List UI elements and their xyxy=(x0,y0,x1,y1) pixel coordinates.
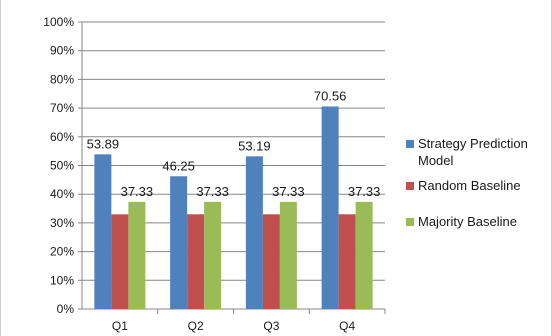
y-tick-label: 0% xyxy=(57,302,75,316)
bar-strategy xyxy=(245,156,263,309)
bar-strategy xyxy=(94,154,112,309)
legend-swatch-majority xyxy=(406,218,414,226)
x-tick-label: Q3 xyxy=(263,319,279,333)
y-tick-label: 60% xyxy=(50,130,74,144)
legend-swatch-strategy xyxy=(406,140,414,148)
bar-strategy xyxy=(170,176,188,309)
bar-random xyxy=(187,214,205,309)
bar-majority xyxy=(279,201,297,309)
y-tick-label: 40% xyxy=(50,187,74,201)
y-tick-label: 50% xyxy=(50,159,74,173)
bar-majority xyxy=(128,201,146,309)
legend-swatch-random xyxy=(406,182,414,190)
data-label: 37.33 xyxy=(348,184,381,199)
y-tick-label: 80% xyxy=(50,72,74,86)
bar-majority xyxy=(204,201,222,309)
legend-label: Strategy Prediction xyxy=(418,136,528,151)
data-label: 53.89 xyxy=(87,136,120,151)
bar-majority xyxy=(355,201,373,309)
legend-label: Random Baseline xyxy=(418,178,521,193)
data-label: 70.56 xyxy=(314,88,347,103)
bar-random xyxy=(262,214,280,309)
data-label: 53.19 xyxy=(238,138,271,153)
data-label: 37.33 xyxy=(196,184,229,199)
legend-label: Majority Baseline xyxy=(418,214,517,229)
x-tick-label: Q2 xyxy=(188,319,204,333)
bar-strategy xyxy=(321,106,339,309)
y-tick-label: 30% xyxy=(50,216,74,230)
y-tick-label: 20% xyxy=(50,245,74,259)
legend-label: Model xyxy=(418,153,454,168)
bar-random xyxy=(111,214,129,309)
data-label: 37.33 xyxy=(121,184,154,199)
data-label: 37.33 xyxy=(272,184,305,199)
data-label: 46.25 xyxy=(162,158,195,173)
x-tick-label: Q4 xyxy=(339,319,355,333)
y-tick-label: 70% xyxy=(50,101,74,115)
y-tick-label: 90% xyxy=(50,44,74,58)
y-tick-label: 10% xyxy=(50,273,74,287)
y-tick-label: 100% xyxy=(43,15,74,29)
bar-random xyxy=(338,214,356,309)
x-tick-label: Q1 xyxy=(112,319,128,333)
